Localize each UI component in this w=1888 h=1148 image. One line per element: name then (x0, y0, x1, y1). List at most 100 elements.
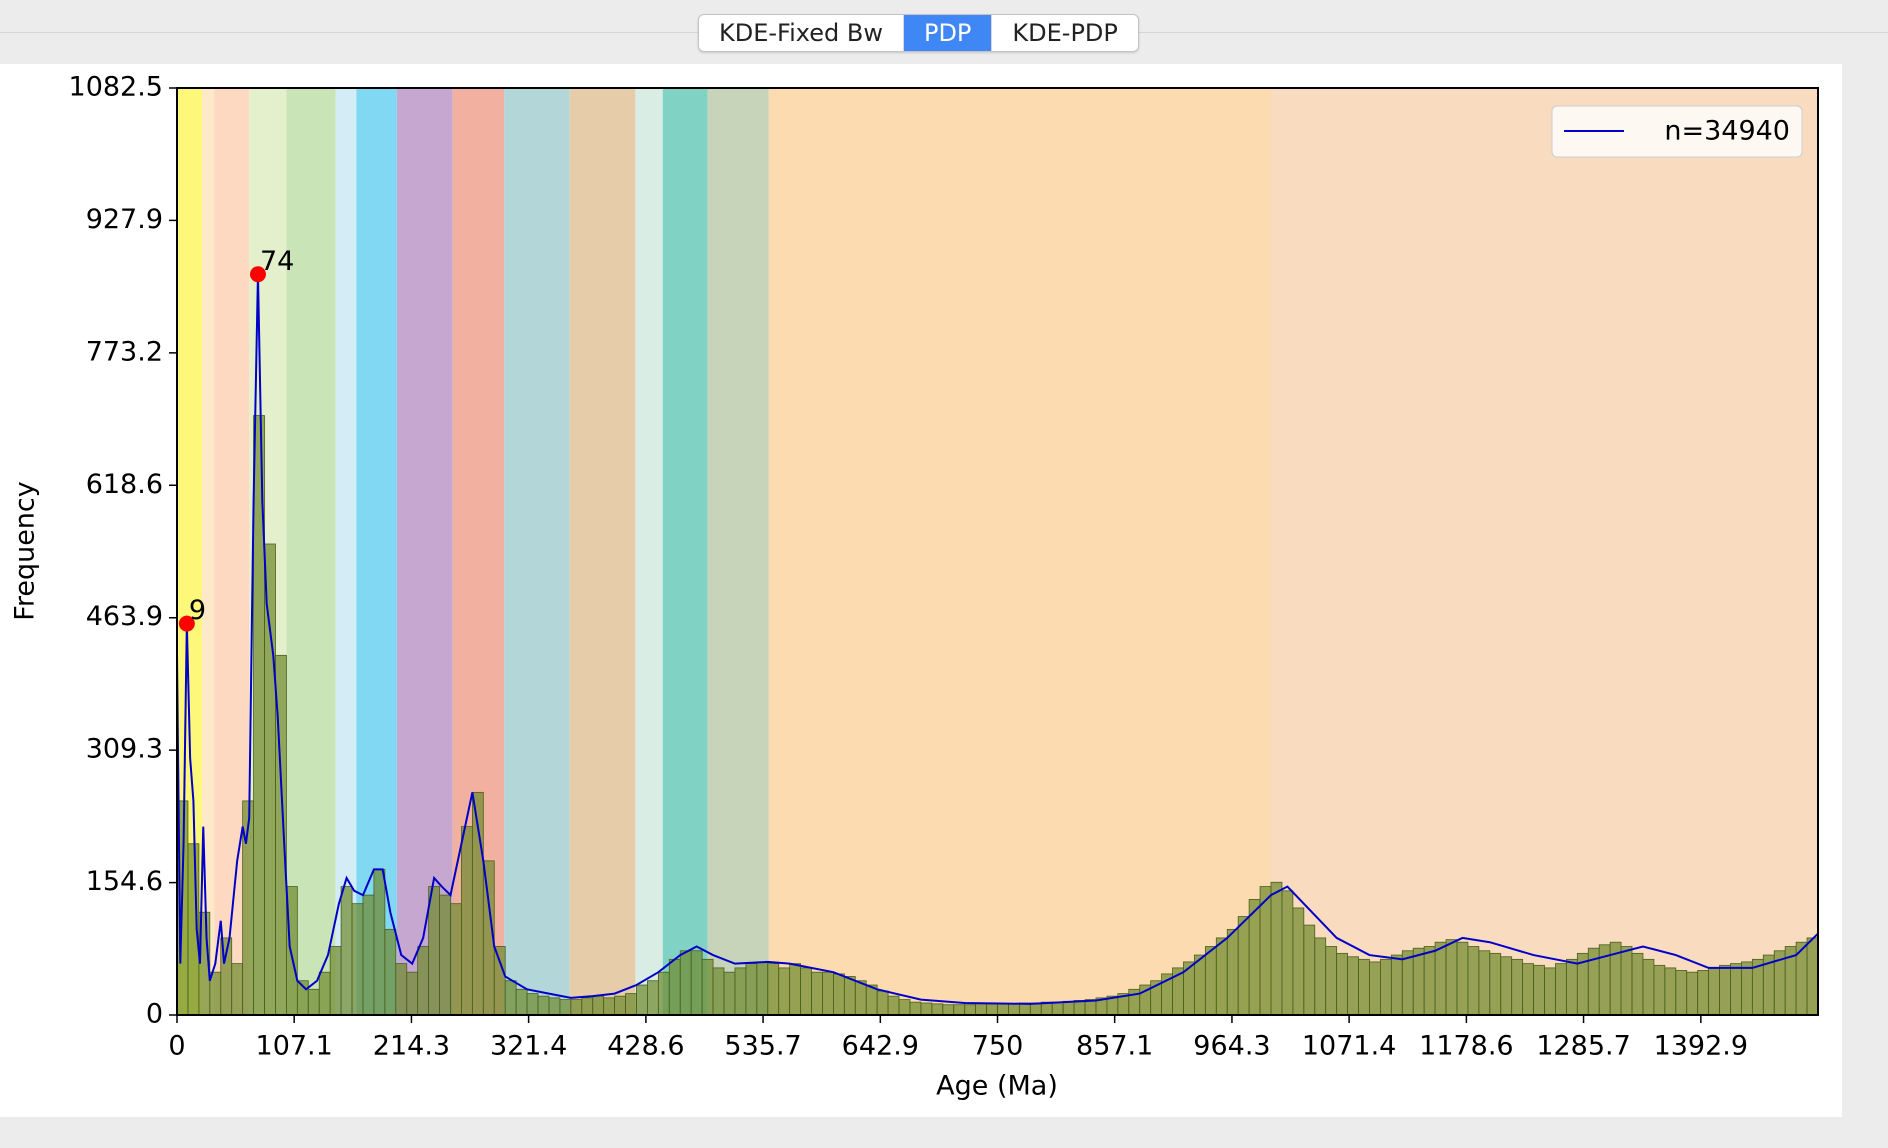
histogram-bar (406, 971, 419, 1015)
histogram-bar (822, 971, 834, 1015)
y-tick-label: 773.2 (86, 336, 163, 367)
y-axis-label: Frequency (10, 481, 41, 621)
histogram-bar (340, 886, 353, 1015)
y-tick-label: 154.6 (86, 866, 163, 897)
x-tick-label: 1285.7 (1536, 1031, 1630, 1062)
tab-bar: KDE-Fixed Bw PDP KDE-PDP (698, 14, 1139, 52)
histogram-bar (1029, 1002, 1042, 1015)
histogram-bar (614, 995, 626, 1015)
tab[interactable]: KDE-Fixed Bw (699, 15, 904, 51)
histogram-bar (537, 995, 550, 1015)
time-band (1271, 88, 1818, 1015)
histogram-bar (778, 967, 791, 1015)
histogram-bar (833, 973, 845, 1015)
histogram-bar (767, 963, 780, 1015)
histogram-bar (1314, 937, 1327, 1015)
histogram-bar (712, 967, 725, 1015)
histogram-bar (1380, 958, 1392, 1015)
histogram-bar (986, 1003, 998, 1015)
peak-label: 9 (189, 595, 206, 626)
x-tick-label: 857.1 (1076, 1031, 1153, 1062)
x-tick-label: 0 (168, 1031, 185, 1062)
x-tick-label: 428.6 (607, 1031, 684, 1062)
x-tick-label: 964.3 (1193, 1031, 1270, 1062)
histogram-bar (461, 826, 473, 1015)
histogram-bar (1730, 963, 1742, 1015)
histogram-bar (515, 988, 528, 1015)
x-tick-label: 321.4 (490, 1031, 567, 1062)
histogram-bar (647, 980, 659, 1015)
histogram-bar (318, 971, 331, 1015)
time-band (504, 88, 570, 1015)
plot-area (177, 88, 1818, 1015)
histogram-bar (1434, 941, 1447, 1015)
histogram-bar (1204, 946, 1217, 1015)
histogram-bar (1445, 939, 1458, 1015)
histogram-bar (876, 990, 889, 1015)
histogram-bar (1555, 963, 1567, 1015)
histogram-bar (450, 903, 462, 1015)
histogram-bar (351, 903, 364, 1015)
histogram-bar (1719, 964, 1731, 1015)
x-tick-label: 107.1 (256, 1031, 333, 1062)
x-tick-label: 214.3 (373, 1031, 450, 1062)
histogram-bar (504, 980, 517, 1015)
histogram-bar (1062, 1000, 1075, 1015)
histogram-bar (1697, 970, 1710, 1015)
histogram-bar (1073, 1000, 1086, 1015)
histogram-bar (493, 946, 506, 1015)
histogram-bar (997, 1003, 1009, 1015)
histogram-bar (1675, 970, 1688, 1015)
histogram-bar (548, 997, 561, 1015)
x-tick-label: 1392.9 (1654, 1031, 1748, 1062)
tab[interactable]: PDP (903, 15, 993, 51)
tab[interactable]: KDE-PDP (1012, 19, 1118, 47)
histogram-bar (789, 963, 801, 1015)
histogram-bar (1303, 924, 1316, 1015)
time-band (768, 88, 1271, 1015)
histogram-bar (417, 946, 430, 1015)
histogram-bar (1401, 950, 1414, 1015)
histogram-bar (1467, 946, 1480, 1015)
histogram-bar (526, 993, 539, 1015)
y-tick-label: 618.6 (86, 469, 163, 500)
histogram-bar (690, 950, 703, 1015)
histogram-bar (1215, 937, 1228, 1015)
peak-marker (178, 615, 195, 632)
histogram-bar (1620, 946, 1633, 1015)
histogram-bar (887, 995, 900, 1015)
histogram-bar (1653, 964, 1666, 1015)
histogram-bar (1664, 967, 1677, 1015)
time-band (396, 88, 453, 1015)
histogram-bar (898, 999, 911, 1015)
histogram-bar (1741, 961, 1753, 1015)
histogram-bar (329, 946, 342, 1015)
histogram-bar (482, 860, 495, 1015)
histogram-bar (559, 999, 572, 1015)
histogram-bar (570, 999, 583, 1015)
histogram-bar (395, 963, 408, 1015)
histogram-bar (964, 1004, 977, 1015)
histogram-bar (1500, 956, 1513, 1015)
histogram-bar (1051, 1001, 1064, 1015)
time-band (662, 88, 708, 1015)
time-band (635, 88, 663, 1015)
histogram-bar (581, 997, 594, 1015)
histogram-bar (1489, 952, 1502, 1015)
histogram-bar (1347, 956, 1359, 1015)
histogram-bar (745, 963, 758, 1015)
x-axis-label: Age (Ma) (936, 1071, 1058, 1102)
histogram-bar (701, 958, 714, 1015)
histogram-bar (1642, 958, 1655, 1015)
histogram-bar (657, 971, 670, 1015)
time-band (356, 88, 397, 1015)
histogram-bar (1533, 964, 1545, 1015)
peak-label: 74 (260, 246, 294, 277)
histogram-bar (1281, 890, 1294, 1015)
histogram-bar (373, 869, 386, 1015)
histogram-bar (1248, 898, 1261, 1015)
x-tick-label: 1071.4 (1302, 1031, 1396, 1062)
peak-marker (249, 266, 266, 283)
histogram-bar (942, 1004, 955, 1015)
histogram-bar (1544, 967, 1556, 1015)
